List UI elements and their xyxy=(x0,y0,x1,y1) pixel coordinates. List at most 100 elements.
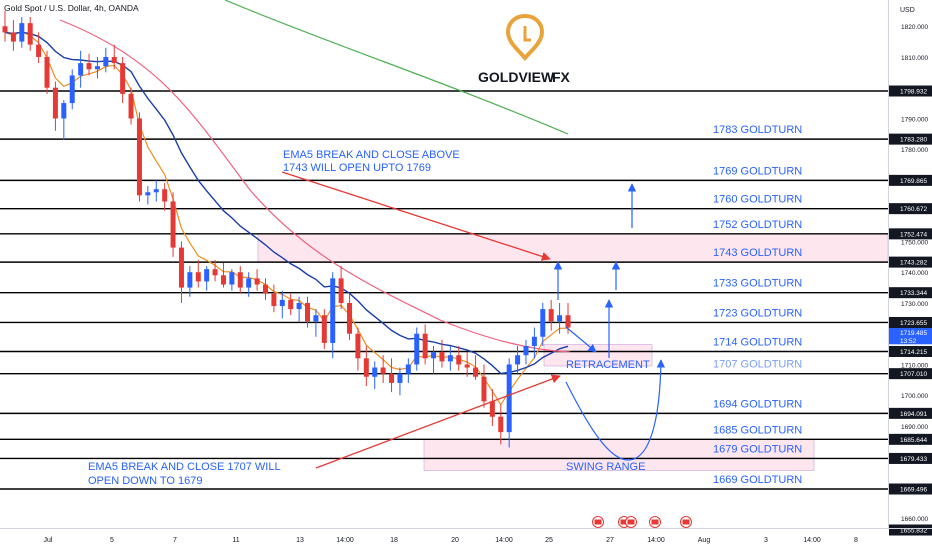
ema20-line xyxy=(4,31,569,375)
price-label-bg xyxy=(889,287,932,299)
candle xyxy=(540,302,546,347)
candle-body xyxy=(153,189,159,193)
candle-body xyxy=(187,272,193,288)
candle-body xyxy=(397,373,403,383)
candle-body xyxy=(523,346,529,356)
x-tick-label: 14:00 xyxy=(803,537,821,544)
candle-body xyxy=(489,401,495,417)
price-label: 1733.344 xyxy=(900,290,927,297)
candle xyxy=(422,324,428,365)
price-label-bg xyxy=(889,407,932,419)
event-flag-icon xyxy=(680,516,692,528)
candle xyxy=(220,262,226,288)
upper-zone xyxy=(257,233,889,263)
candle xyxy=(288,293,294,316)
candle xyxy=(94,56,100,79)
ema50-line xyxy=(59,19,571,353)
goldview-logo: GOLDVIEW FX xyxy=(478,13,571,85)
x-tick-label: 8 xyxy=(854,537,858,544)
candle xyxy=(254,269,260,291)
candle-body xyxy=(52,87,58,119)
ema200-line xyxy=(224,0,569,135)
event-flag-icon xyxy=(649,516,661,528)
y-tick-label: 1710.000 xyxy=(901,362,928,369)
candle xyxy=(36,32,42,64)
x-tick-label: 14:00 xyxy=(336,537,354,544)
candle-body xyxy=(439,352,445,362)
candle xyxy=(397,367,403,396)
candle-body xyxy=(515,355,521,365)
price-label-bg xyxy=(889,368,932,380)
candle-body xyxy=(237,272,243,288)
candle xyxy=(86,53,92,76)
level-label: 1752 GOLDTURN xyxy=(713,219,802,231)
y-tick-label: 1790.000 xyxy=(901,116,928,123)
brand-suffix: FX xyxy=(552,69,571,85)
brand-name: GOLDVIEW xyxy=(478,69,555,85)
candle xyxy=(10,20,16,51)
price-label: 1783.280 xyxy=(900,137,927,144)
level-label: 1714 GOLDTURN xyxy=(713,336,802,348)
price-label-bg xyxy=(889,228,932,240)
candle-body xyxy=(178,247,184,288)
candle-body xyxy=(321,315,327,343)
candle xyxy=(2,10,8,42)
price-label-bg xyxy=(889,316,932,328)
candle-body xyxy=(498,416,504,433)
candle xyxy=(204,266,210,291)
price-label-bg xyxy=(889,345,932,357)
level-label: 1783 GOLDTURN xyxy=(713,124,802,136)
candle-body xyxy=(372,367,378,377)
price-label: 1743.282 xyxy=(900,260,927,267)
candle xyxy=(531,327,537,359)
candle xyxy=(246,272,252,297)
candle-body xyxy=(19,23,25,42)
candle-body xyxy=(36,44,42,57)
candle xyxy=(136,112,142,202)
price-label: 1685.644 xyxy=(900,437,927,444)
candle xyxy=(372,361,378,390)
candle-body xyxy=(103,56,109,67)
candle-body xyxy=(531,336,537,347)
swing-range-label: SWING RANGE xyxy=(566,461,645,473)
candle xyxy=(363,346,369,386)
candle xyxy=(305,296,311,328)
lower-note-line1: EMA5 BREAK AND CLOSE 1707 WILL xyxy=(88,461,281,473)
candle xyxy=(195,259,201,288)
x-tick-label: 18 xyxy=(390,537,398,544)
candle xyxy=(271,284,277,313)
candle xyxy=(262,278,268,300)
candle xyxy=(170,192,176,257)
candle xyxy=(548,299,554,331)
candle xyxy=(355,327,361,371)
candle-body xyxy=(447,355,453,362)
level-label: 1669 GOLDTURN xyxy=(713,474,802,486)
price-label-bg xyxy=(889,452,932,464)
candle-body xyxy=(128,93,134,119)
candle xyxy=(347,293,353,340)
candle-body xyxy=(338,278,344,303)
price-label: 1679.433 xyxy=(900,456,927,463)
level-label: 1723 GOLDTURN xyxy=(713,307,802,319)
candle-body xyxy=(422,333,428,359)
level-label: 1743 GOLDTURN xyxy=(713,247,802,259)
candle-body xyxy=(254,278,260,285)
candle-body xyxy=(10,32,16,42)
candle-body xyxy=(2,26,8,33)
candle-body xyxy=(212,269,218,276)
y-tick-label: 1750.000 xyxy=(901,239,928,246)
candle xyxy=(27,16,33,51)
level-label: 1679 GOLDTURN xyxy=(713,443,802,455)
candle xyxy=(456,346,462,371)
price-label-bg xyxy=(889,524,932,536)
x-tick-label: 5 xyxy=(110,537,114,544)
candle-body xyxy=(405,364,411,374)
y-tick-label: 1660.000 xyxy=(901,516,928,523)
candle xyxy=(515,346,521,374)
current-price-tag xyxy=(889,326,932,345)
candle-body xyxy=(229,272,235,285)
axis-currency: USD xyxy=(900,7,915,14)
candle xyxy=(447,346,453,371)
candle xyxy=(187,266,193,297)
